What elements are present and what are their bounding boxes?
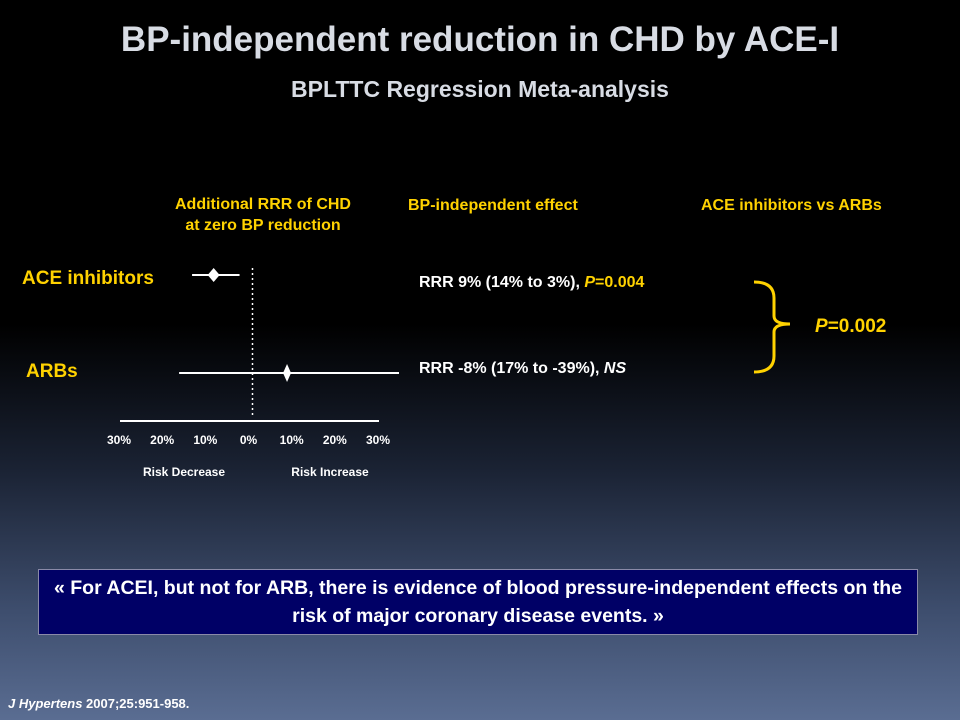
x-tick-label: 20% (323, 433, 347, 447)
forest-plot: 30% 20% 10% 0% 10% 20% 30% Risk Decrease Risk In… (107, 268, 399, 479)
ace-rrr-text: RRR 9% (14% to 3%), P=0.004 (419, 274, 644, 292)
arb-rrr-value: RRR -8% (17% to -39%), (419, 360, 604, 377)
ace-rrr-value: RRR 9% (14% to 3%), (419, 274, 585, 291)
row-label-arbs: ARBs (26, 361, 78, 382)
x-axis-label-decrease: Risk Decrease (143, 465, 225, 479)
x-tick-label: 30% (366, 433, 390, 447)
conclusion-quote-text: « For ACEI, but not for ARB, there is ev… (54, 577, 902, 627)
comparison-p-value: P=0.002 (815, 316, 886, 338)
arb-ns-label: NS (603, 360, 627, 377)
arbs-point-estimate (283, 364, 292, 382)
comparison-p-number: =0.002 (827, 316, 887, 337)
citation-journal: J Hypertens (8, 696, 83, 711)
comparison-column-header: ACE inhibitors vs ARBs (701, 197, 882, 214)
x-tick-label: 0% (240, 433, 258, 447)
forest-column-header: Additional RRR of CHD at zero BP reducti… (175, 196, 351, 234)
page-title: BP-independent reduction in CHD by ACE-I (120, 20, 840, 59)
conclusion-quote-box: « For ACEI, but not for ARB, there is ev… (38, 569, 918, 635)
x-tick-label: 20% (150, 433, 174, 447)
arb-rrr-text: RRR -8% (17% to -39%), NS (419, 360, 626, 378)
page-subtitle: BPLTTC Regression Meta-analysis (291, 76, 669, 102)
ace-p-value: =0.004 (595, 274, 645, 291)
row-label-ace-inhibitors: ACE inhibitors (22, 268, 154, 289)
x-axis-label-increase: Risk Increase (291, 465, 369, 479)
x-tick-label: 10% (193, 433, 217, 447)
comparison-p-letter: P (815, 316, 828, 337)
ace-p-letter: P (584, 274, 596, 291)
citation-details: 2007;25:951-958. (82, 696, 190, 711)
x-tick-label: 30% (107, 433, 131, 447)
x-tick-label: 10% (280, 433, 304, 447)
citation: J Hypertens 2007;25:951-958. (8, 696, 189, 711)
ace-inhibitors-point-estimate (207, 268, 220, 282)
comparison-brace (753, 280, 791, 374)
effect-column-header: BP-independent effect (408, 197, 578, 214)
